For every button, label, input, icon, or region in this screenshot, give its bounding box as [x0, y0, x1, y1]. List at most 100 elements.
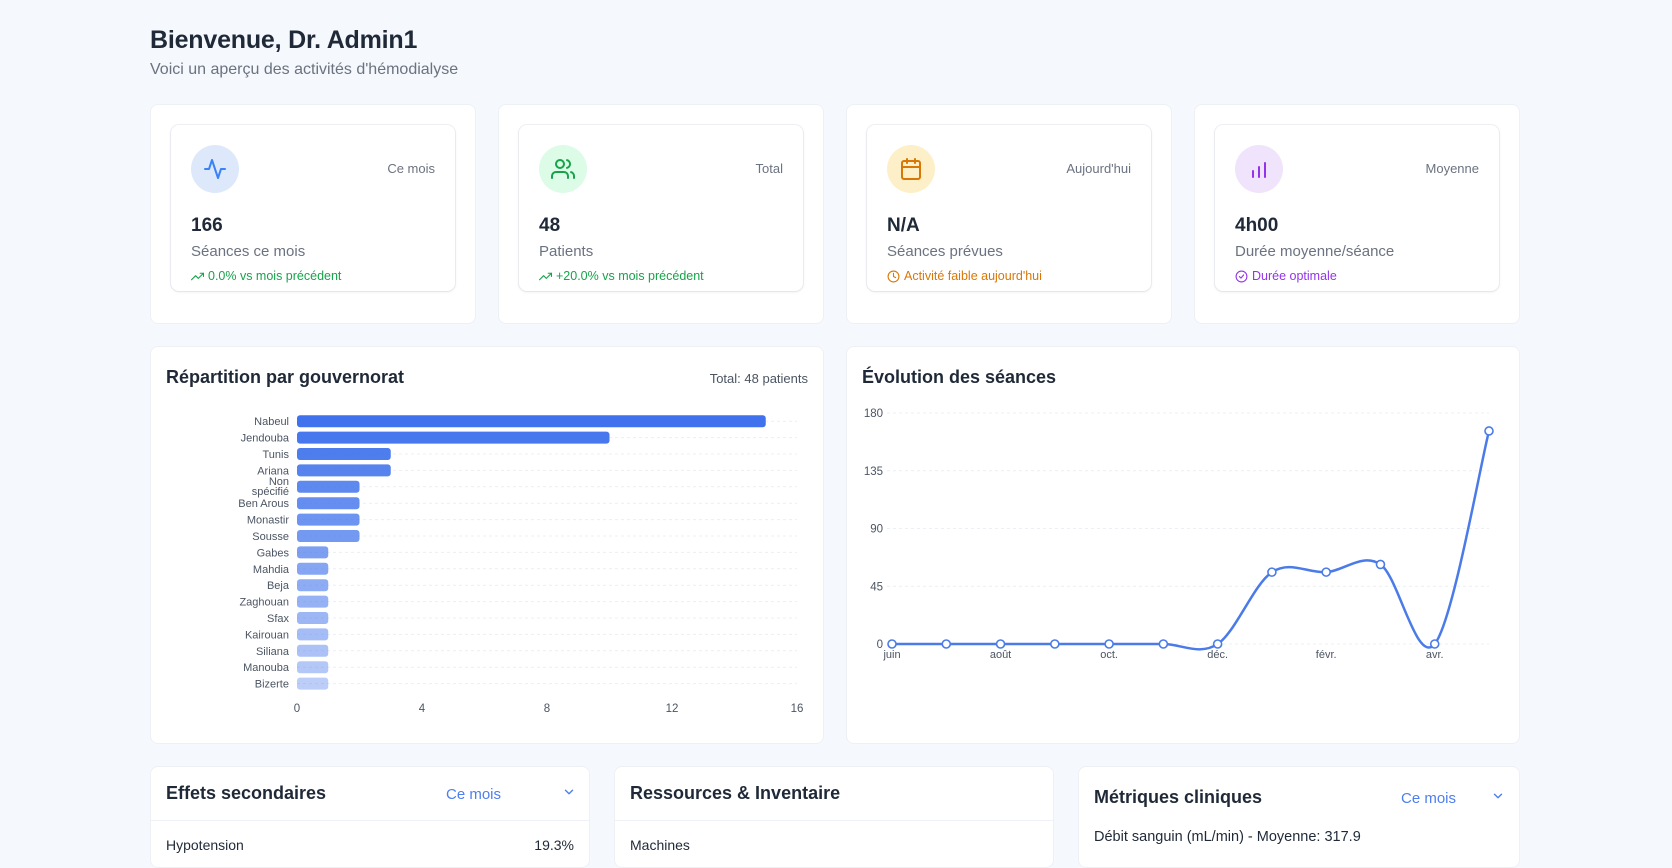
x-tick-label: oct.	[1100, 649, 1118, 661]
side-effect-value: 19.3%	[534, 837, 574, 853]
data-point[interactable]	[1429, 639, 1440, 649]
clinical-title: Métriques cliniques	[1094, 787, 1263, 807]
bar[interactable]	[297, 612, 329, 624]
x-tick-label: août	[990, 649, 1011, 661]
bar[interactable]	[297, 595, 329, 608]
category-label: Sousse	[252, 531, 289, 543]
stat-trend-text: Durée optimale	[1252, 269, 1337, 283]
stat-period: Aujourd'hui	[1066, 161, 1131, 176]
stat-value: 4h00	[1235, 215, 1279, 236]
divider	[615, 820, 1053, 821]
bar[interactable]	[297, 562, 329, 575]
data-point[interactable]	[941, 639, 952, 649]
bar[interactable]	[297, 546, 329, 559]
bar[interactable]	[297, 497, 360, 510]
trending-up-icon	[539, 272, 552, 280]
bar[interactable]	[297, 677, 329, 690]
users-icon	[539, 145, 587, 193]
x-tick-label: 4	[419, 703, 426, 715]
bar[interactable]	[297, 661, 329, 674]
stat-trend-text: Activité faible aujourd'hui	[904, 269, 1042, 283]
check-circle-icon	[1235, 270, 1248, 282]
clinical-period-select[interactable]: Ce mois	[1401, 789, 1505, 807]
category-label: Ariana	[257, 465, 290, 477]
page-header: Bienvenue, Dr. Admin1 Voici un aperçu de…	[150, 26, 458, 79]
category-label: Sfax	[267, 613, 290, 625]
stat-trend-text: 0.0% vs mois précédent	[208, 269, 342, 283]
resources-title: Ressources & Inventaire	[630, 783, 841, 803]
stat-label: Séances ce mois	[191, 243, 306, 260]
stat-card-scheduled: Aujourd'hui N/A Séances prévues Activité…	[846, 104, 1172, 324]
category-label: Monastir	[247, 515, 290, 527]
data-point[interactable]	[1484, 426, 1494, 436]
data-point[interactable]	[1375, 559, 1386, 570]
y-tick-label: 135	[864, 466, 883, 478]
stat-trend: 0.0% vs mois précédent	[191, 269, 341, 283]
category-label: Zaghouan	[239, 597, 289, 609]
data-point[interactable]	[995, 639, 1006, 649]
x-tick-label: avr.	[1426, 649, 1444, 661]
data-point[interactable]	[1212, 639, 1223, 649]
bar[interactable]	[297, 579, 329, 592]
stat-trend: +20.0% vs mois précédent	[539, 269, 704, 283]
bar[interactable]	[297, 448, 391, 460]
data-point[interactable]	[1158, 639, 1169, 649]
category-label: Kairouan	[245, 629, 289, 641]
bar[interactable]	[297, 431, 610, 444]
data-point[interactable]	[1321, 567, 1331, 577]
category-label: Non spécifié	[252, 476, 289, 498]
y-tick-label: 0	[877, 639, 883, 651]
stat-card-sessions: Ce mois 166 Séances ce mois 0.0% vs mois…	[150, 104, 476, 324]
category-label: Ben Arous	[238, 498, 289, 510]
bar[interactable]	[297, 628, 329, 641]
stat-trend-text: +20.0% vs mois précédent	[556, 269, 704, 283]
stat-value: N/A	[887, 215, 920, 236]
governorate-total: Total: 48 patients	[709, 371, 808, 386]
x-tick-label: 16	[791, 703, 804, 715]
stat-label: Séances prévues	[887, 243, 1003, 260]
y-tick-label: 180	[864, 408, 883, 420]
stat-card-inner: Aujourd'hui N/A Séances prévues Activité…	[867, 125, 1151, 291]
clinical-period-value: Ce mois	[1401, 789, 1457, 807]
stat-period: Ce mois	[387, 161, 435, 176]
chevron-down-icon	[562, 785, 576, 803]
category-label: Tunis	[263, 449, 290, 461]
clinical-metric: Débit sanguin (mL/min) - Moyenne: 317.9	[1094, 829, 1361, 845]
data-point[interactable]	[1267, 567, 1277, 577]
page-subtitle: Voici un aperçu des activités d'hémodial…	[150, 61, 459, 78]
bar[interactable]	[297, 644, 329, 657]
stat-card-inner: Moyenne 4h00 Durée moyenne/séance Durée …	[1215, 125, 1499, 291]
bar-chart-icon	[1235, 145, 1283, 193]
series-line	[892, 430, 1491, 651]
bar[interactable]	[297, 530, 360, 542]
stat-card-duration: Moyenne 4h00 Durée moyenne/séance Durée …	[1194, 104, 1520, 324]
data-point[interactable]	[1050, 639, 1060, 649]
resource-label: Machines	[630, 837, 690, 853]
x-tick-label: déc.	[1207, 649, 1228, 661]
stat-card-inner: Ce mois 166 Séances ce mois 0.0% vs mois…	[171, 125, 455, 291]
governorate-title: Répartition par gouvernorat	[166, 367, 405, 387]
side-effects-period-value: Ce mois	[446, 785, 502, 803]
page-title: Bienvenue, Dr. Admin1	[150, 26, 418, 54]
side-effect-label: Hypotension	[166, 837, 244, 853]
evolution-line-chart: 0 45 90 135 180 juin août oct. déc. févr. avr.	[864, 408, 1494, 661]
clinical-panel: Métriques cliniques Ce mois Débit sangui…	[1078, 766, 1520, 868]
bar[interactable]	[297, 513, 360, 526]
category-label: Manouba	[243, 662, 290, 674]
category-label: Mahdia	[253, 564, 290, 576]
side-effects-period-select[interactable]: Ce mois	[446, 785, 576, 803]
clock-icon	[887, 270, 900, 282]
side-effects-panel: Effets secondaires Ce mois Hypotension 1…	[150, 766, 590, 868]
bar[interactable]	[297, 464, 391, 477]
data-point[interactable]	[887, 639, 897, 649]
category-label: Siliana	[256, 646, 290, 658]
bar[interactable]	[297, 480, 360, 493]
data-point[interactable]	[1104, 639, 1114, 649]
bar[interactable]	[297, 415, 766, 428]
stat-label: Durée moyenne/séance	[1235, 243, 1395, 260]
stat-trend: Durée optimale	[1235, 269, 1337, 283]
category-label: Jendouba	[241, 433, 290, 445]
stat-card-patients: Total 48 Patients +20.0% vs mois précéde…	[498, 104, 824, 324]
resources-panel: Ressources & Inventaire Machines	[614, 766, 1054, 868]
stat-value: 166	[191, 215, 223, 236]
